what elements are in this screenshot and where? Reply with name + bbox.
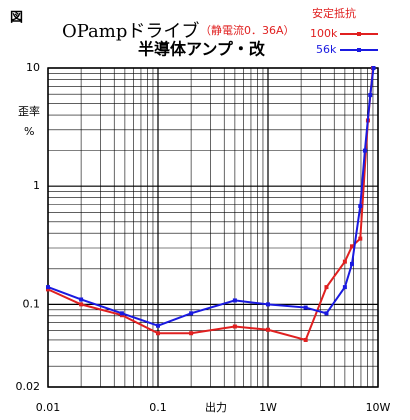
data-point xyxy=(79,297,84,302)
data-point xyxy=(46,285,50,290)
data-point xyxy=(232,324,237,329)
data-point xyxy=(79,302,84,307)
data-point xyxy=(156,323,160,328)
y-axis-unit: % xyxy=(24,125,34,138)
data-point xyxy=(266,327,270,332)
data-point xyxy=(156,331,160,336)
data-point xyxy=(349,261,354,266)
data-point xyxy=(342,285,347,290)
chart-title: OPampドライブ xyxy=(62,20,199,42)
y-axis-label: 歪率 xyxy=(18,104,40,118)
data-point xyxy=(324,285,329,290)
legend-title: 安定抵抗 xyxy=(312,6,356,20)
y-tick-label: 0.1 xyxy=(23,297,41,310)
x-tick-label: 0.1 xyxy=(149,401,167,414)
y-tick-label: 10 xyxy=(26,61,40,74)
figure-label: 図 xyxy=(10,11,23,26)
legend-marker xyxy=(357,32,361,36)
chart-subtitle: 半導体アンプ・改 xyxy=(138,40,266,59)
x-tick-label: 10W xyxy=(366,401,391,414)
data-point xyxy=(119,311,124,316)
title-note: （静電流0．36A） xyxy=(200,23,295,37)
data-point xyxy=(266,302,270,307)
data-point xyxy=(324,311,329,316)
data-point xyxy=(189,331,194,336)
y-tick-label: 0.02 xyxy=(16,380,41,393)
data-point xyxy=(368,93,373,98)
legend-label: 56k xyxy=(316,43,337,56)
data-point xyxy=(189,311,194,316)
legend-label: 100k xyxy=(310,27,338,40)
data-point xyxy=(371,66,376,70)
data-point xyxy=(358,203,363,208)
x-tick-label: 0.01 xyxy=(36,401,61,414)
data-point xyxy=(232,298,237,303)
data-point xyxy=(342,259,347,264)
x-axis-label: 出力 xyxy=(205,400,227,414)
y-tick-label: 1 xyxy=(33,179,40,192)
data-point xyxy=(46,287,50,292)
data-point xyxy=(362,148,367,153)
plot-frame xyxy=(47,67,379,388)
legend-marker xyxy=(357,48,361,52)
data-point xyxy=(303,305,308,310)
data-point xyxy=(358,236,363,241)
data-point xyxy=(303,337,308,342)
x-tick-label: 1W xyxy=(259,401,277,414)
data-point xyxy=(349,244,354,249)
